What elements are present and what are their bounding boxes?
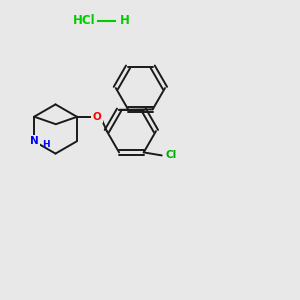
Text: Cl: Cl: [165, 150, 176, 161]
Text: H: H: [120, 14, 129, 28]
Text: N: N: [30, 136, 39, 146]
Text: O: O: [92, 112, 101, 122]
Text: H: H: [43, 140, 50, 149]
Text: HCl: HCl: [73, 14, 95, 28]
